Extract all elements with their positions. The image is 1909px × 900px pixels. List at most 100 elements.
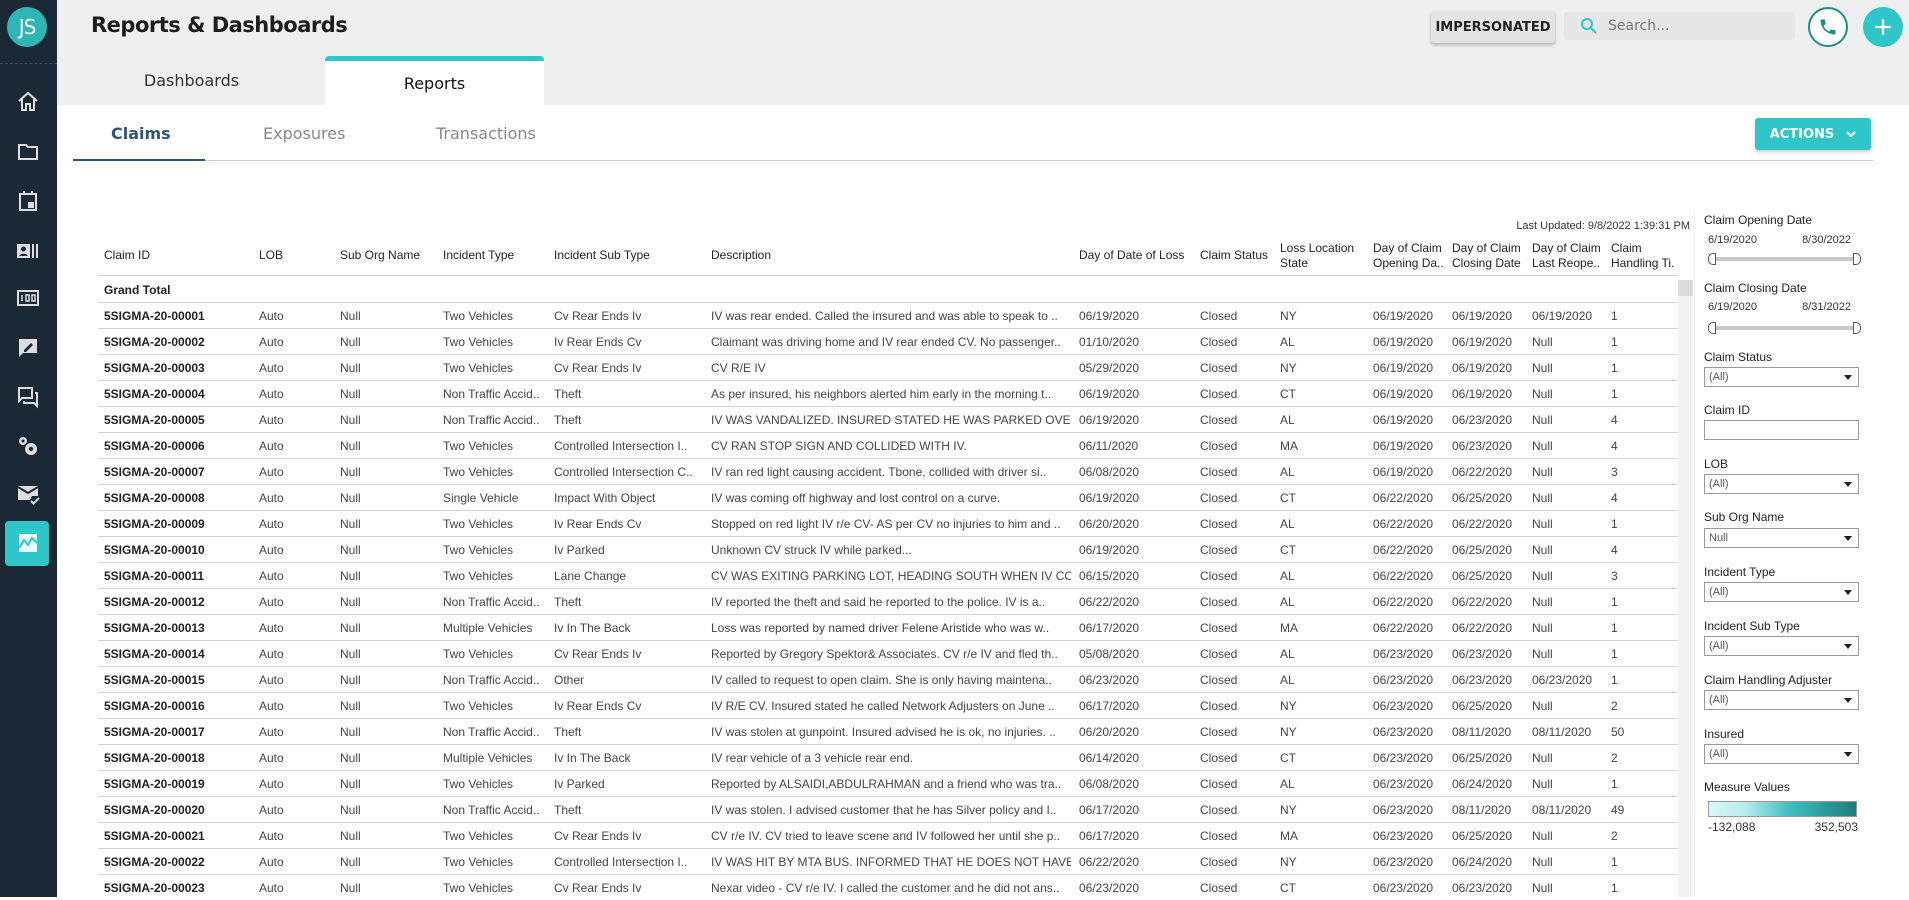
sidebar-item-folder[interactable] — [14, 138, 42, 166]
incident-type-select[interactable]: (All) — [1704, 582, 1859, 602]
scrollbar-thumb[interactable] — [1678, 280, 1693, 296]
cell-handling-time: 1 — [1611, 855, 1618, 869]
table-row[interactable]: 5SIGMA-20-00018 Auto Null Multiple Vehicles… — [98, 744, 1678, 770]
impersonated-button[interactable]: IMPERSONATED — [1431, 11, 1555, 43]
table-row[interactable]: 5SIGMA-20-00019 Auto Null Two Vehicles Iv Pa… — [98, 770, 1678, 796]
column-header-date-of-loss[interactable]: Day of Date of Loss — [1079, 248, 1185, 262]
column-header-loss-location-state[interactable]: Loss Location State — [1280, 241, 1355, 270]
cell-claim-id: 5SIGMA-20-00013 — [104, 621, 205, 635]
cell-lob: Auto — [259, 309, 284, 323]
table-row[interactable]: 5SIGMA-20-00006 Auto Null Two Vehicles Contr… — [98, 432, 1678, 458]
cell-last-reopened-date: Null — [1532, 335, 1553, 349]
table-row[interactable]: 5SIGMA-20-00005 Auto Null Non Traffic Accid… — [98, 406, 1678, 432]
insured-select[interactable]: (All) — [1704, 744, 1859, 764]
table-row[interactable]: 5SIGMA-20-00009 Auto Null Two Vehicles Iv Re… — [98, 510, 1678, 536]
table-row[interactable]: 5SIGMA-20-00008 Auto Null Single Vehicle Imp… — [98, 484, 1678, 510]
sidebar-item-chat[interactable] — [14, 383, 42, 411]
sidebar-item-mail[interactable] — [14, 480, 42, 508]
sidebar-item-counter[interactable] — [14, 284, 42, 312]
phone-button[interactable] — [1808, 7, 1848, 47]
cell-handling-time: 3 — [1611, 569, 1618, 583]
sidebar-item-home[interactable] — [14, 88, 42, 116]
cell-lob: Auto — [259, 491, 284, 505]
adjuster-select[interactable]: (All) — [1704, 690, 1859, 710]
incident-sub-type-select[interactable]: (All) — [1704, 636, 1859, 656]
home-icon — [18, 91, 38, 111]
closing-date-slider[interactable] — [1708, 322, 1861, 334]
table-row[interactable]: 5SIGMA-20-00021 Auto Null Two Vehicles Cv Re… — [98, 822, 1678, 848]
cell-loss-location-state: AL — [1280, 595, 1295, 609]
cell-handling-time: 3 — [1611, 465, 1618, 479]
slider-handle-min[interactable] — [1708, 322, 1716, 334]
sidebar-item-notes[interactable] — [14, 334, 42, 362]
column-header-closing-date[interactable]: Day of Claim Closing Date — [1452, 241, 1521, 270]
tab-exposures[interactable]: Exposures — [263, 124, 346, 143]
claim-id-input[interactable] — [1704, 420, 1859, 440]
cell-sub-org-name: Null — [340, 647, 361, 661]
table-row[interactable]: 5SIGMA-20-00013 Auto Null Multiple Vehicles… — [98, 614, 1678, 640]
tab-reports[interactable]: Reports — [325, 56, 544, 105]
table-row[interactable]: 5SIGMA-20-00015 Auto Null Non Traffic Accid… — [98, 666, 1678, 692]
column-header-incident-type[interactable]: Incident Type — [443, 248, 515, 262]
slider-handle-min[interactable] — [1708, 253, 1716, 265]
sidebar-item-settings[interactable] — [14, 432, 42, 460]
cell-last-reopened-date: 06/19/2020 — [1532, 309, 1593, 323]
cell-date-of-loss: 06/08/2020 — [1079, 777, 1140, 791]
cell-claim-status: Closed — [1200, 751, 1238, 765]
table-row[interactable]: 5SIGMA-20-00011 Auto Null Two Vehicles Lane … — [98, 562, 1678, 588]
cell-last-reopened-date: Null — [1532, 569, 1553, 583]
table-row[interactable]: 5SIGMA-20-00017 Auto Null Non Traffic Accid… — [98, 718, 1678, 744]
table-row[interactable]: 5SIGMA-20-00016 Auto Null Two Vehicles Iv Re… — [98, 692, 1678, 718]
table-row[interactable]: 5SIGMA-20-00007 Auto Null Two Vehicles Contr… — [98, 458, 1678, 484]
table-row[interactable]: 5SIGMA-20-00003 Auto Null Two Vehicles Cv Re… — [98, 354, 1678, 380]
sub-org-select[interactable]: Null — [1704, 528, 1859, 548]
table-row[interactable]: 5SIGMA-20-00004 Auto Null Non Traffic Accid… — [98, 380, 1678, 406]
sidebar-item-calendar[interactable] — [14, 187, 42, 215]
table-row[interactable]: 5SIGMA-20-00001 Auto Null Two Vehicles Cv Re… — [98, 302, 1678, 328]
table-scrollbar[interactable] — [1678, 280, 1693, 897]
lob-select[interactable]: (All) — [1704, 474, 1859, 494]
slider-handle-max[interactable] — [1853, 322, 1861, 334]
column-header-handling-time[interactable]: Claim Handling Ti. — [1611, 241, 1675, 270]
cell-date-of-loss: 06/20/2020 — [1079, 725, 1140, 739]
avatar[interactable]: JS — [7, 7, 47, 47]
tab-claims[interactable]: Claims — [111, 124, 171, 143]
table-row[interactable]: 5SIGMA-20-00023 Auto Null Two Vehicles Cv Re… — [98, 874, 1678, 900]
search-input[interactable] — [1608, 16, 1788, 36]
sidebar-item-reports[interactable] — [14, 529, 42, 557]
table-row[interactable]: 5SIGMA-20-00022 Auto Null Two Vehicles Contr… — [98, 848, 1678, 874]
column-header-sub-org-name[interactable]: Sub Org Name — [340, 248, 421, 262]
column-header-incident-sub-type[interactable]: Incident Sub Type — [554, 248, 650, 262]
add-button[interactable] — [1863, 7, 1903, 47]
cell-opening-date: 06/19/2020 — [1373, 439, 1434, 453]
column-header-claim-status[interactable]: Claim Status — [1200, 248, 1269, 262]
cell-description: IV WAS VANDALIZED. INSURED STATED HE WAS… — [711, 413, 1071, 427]
slider-handle-max[interactable] — [1853, 253, 1861, 265]
table-row[interactable]: 5SIGMA-20-00020 Auto Null Non Traffic Accid… — [98, 796, 1678, 822]
actions-button[interactable]: ACTIONS — [1755, 118, 1871, 150]
column-header-claim-id[interactable]: Claim ID — [104, 248, 151, 262]
cell-handling-time: 2 — [1611, 751, 1618, 765]
table-row[interactable]: 5SIGMA-20-00012 Auto Null Non Traffic Accid… — [98, 588, 1678, 614]
column-header-opening-date[interactable]: Day of Claim Opening Da.. — [1373, 241, 1444, 270]
opening-date-slider[interactable] — [1708, 253, 1861, 265]
column-header-last-reopened-date[interactable]: Day of Claim Last Reope.. — [1532, 241, 1601, 270]
cell-opening-date: 06/19/2020 — [1373, 413, 1434, 427]
cell-description: IV WAS HIT BY MTA BUS. INFORMED THAT HE … — [711, 855, 1071, 869]
closing-date-min: 6/19/2020 — [1708, 301, 1757, 313]
table-row[interactable]: 5SIGMA-20-00002 Auto Null Two Vehicles Iv Re… — [98, 328, 1678, 354]
column-header-lob[interactable]: LOB — [259, 248, 284, 262]
table-row[interactable]: 5SIGMA-20-00014 Auto Null Two Vehicles Cv Re… — [98, 640, 1678, 666]
insured-value: (All) — [1709, 748, 1729, 760]
cell-lob: Auto — [259, 387, 284, 401]
cell-claim-status: Closed — [1200, 595, 1238, 609]
cell-loss-location-state: NY — [1280, 725, 1297, 739]
column-header-description[interactable]: Description — [711, 248, 772, 262]
table-row[interactable]: 5SIGMA-20-00010 Auto Null Two Vehicles Iv Pa… — [98, 536, 1678, 562]
cell-incident-type: Two Vehicles — [443, 517, 514, 531]
tab-transactions[interactable]: Transactions — [436, 124, 536, 143]
tab-dashboards[interactable]: Dashboards — [143, 71, 240, 90]
claim-status-select[interactable]: (All) — [1704, 367, 1859, 387]
cell-claim-status: Closed — [1200, 777, 1238, 791]
sidebar-item-contacts[interactable] — [14, 237, 42, 265]
